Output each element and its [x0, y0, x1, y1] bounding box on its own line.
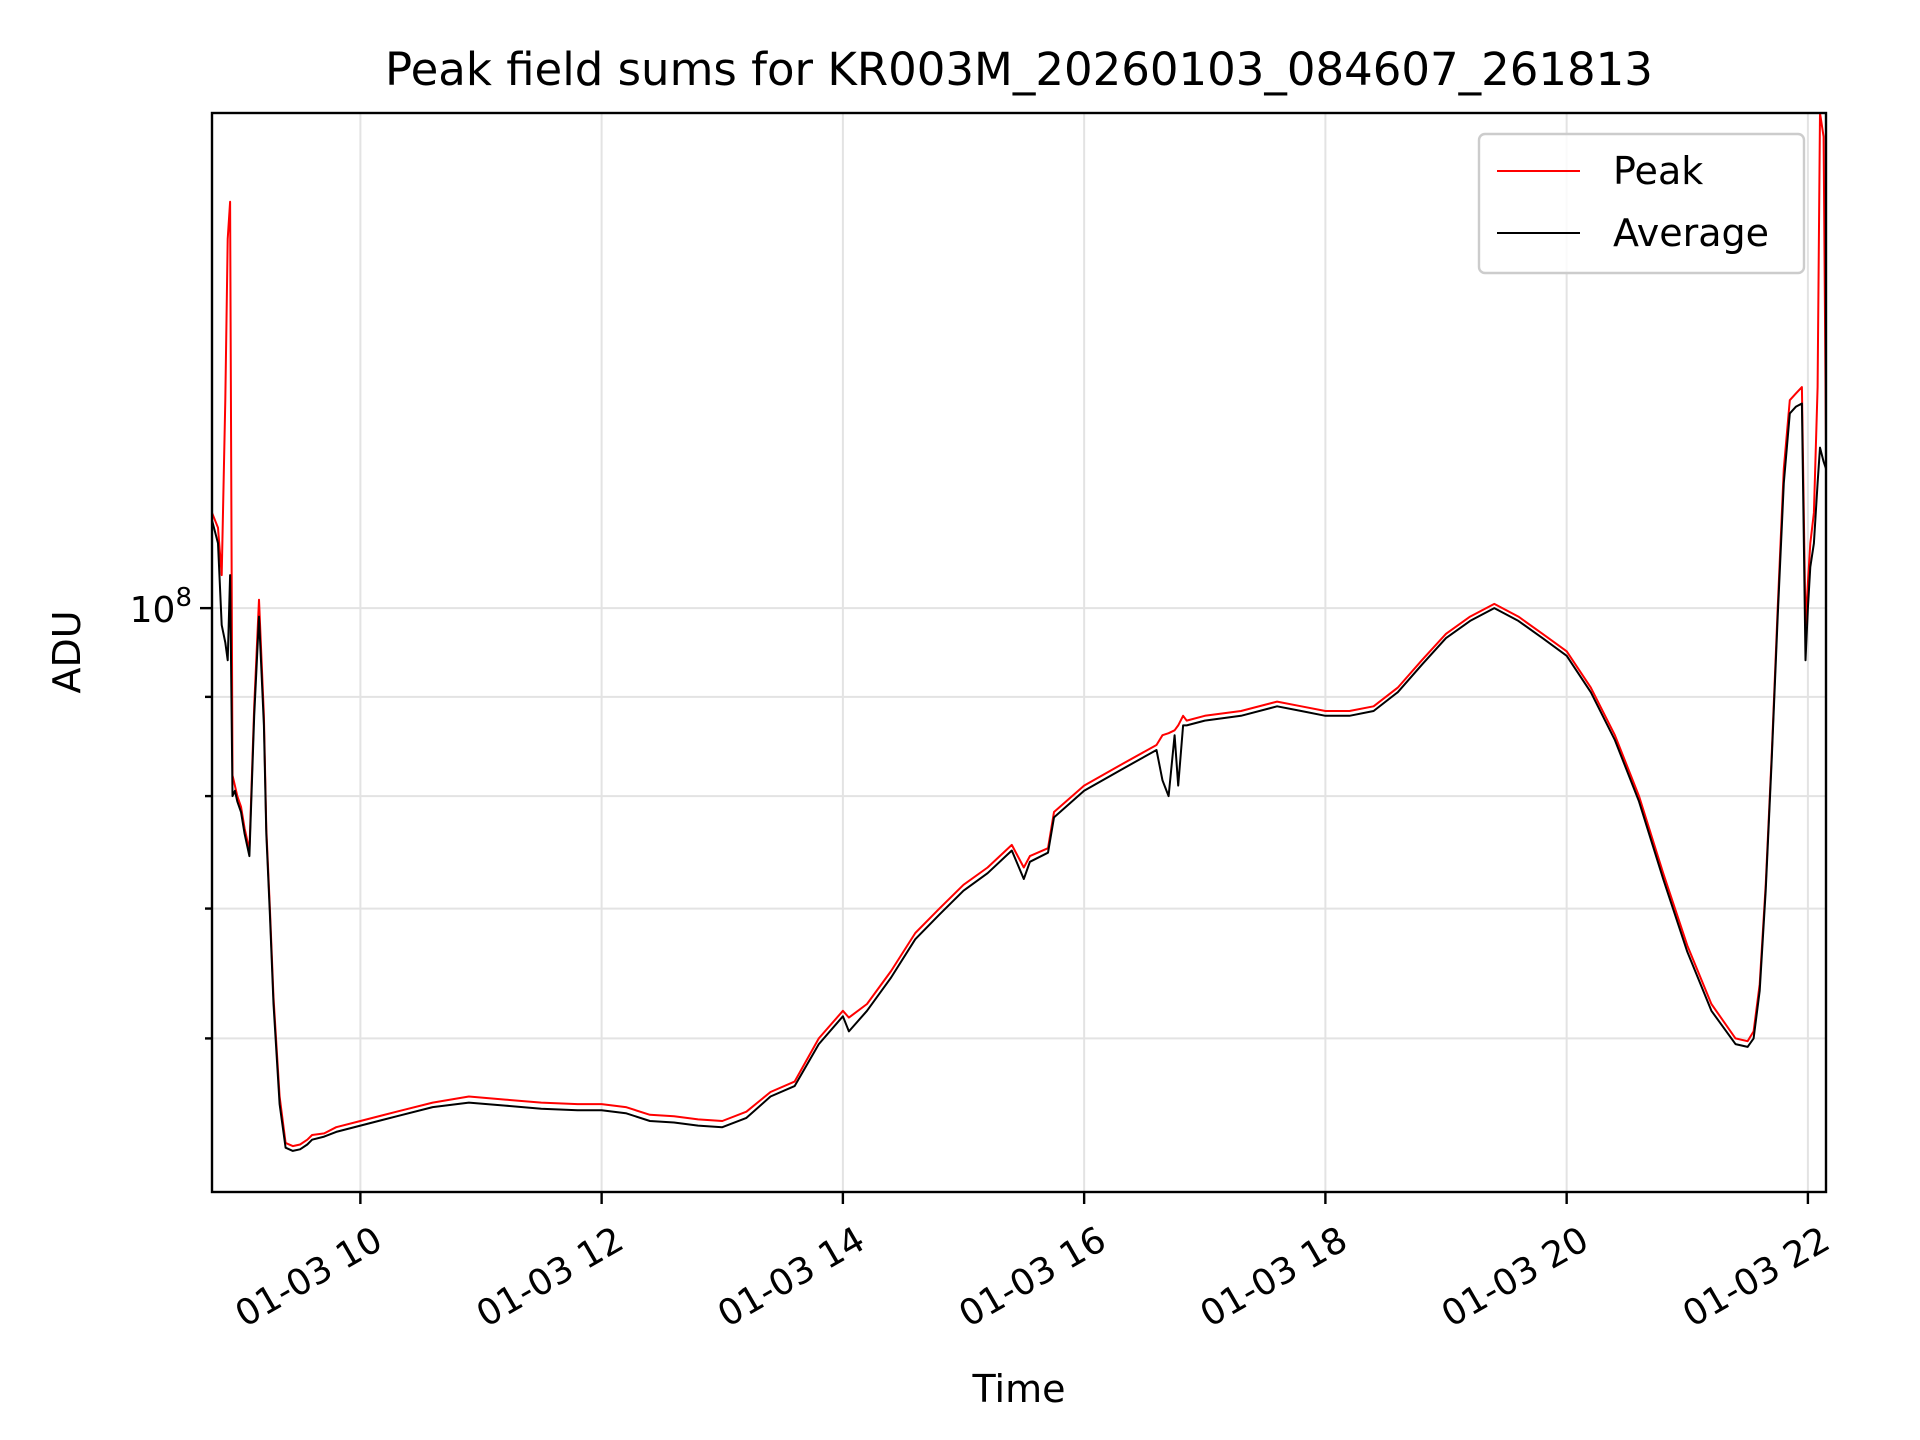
y-tick-label: 108 — [130, 583, 192, 631]
series-line-average — [212, 402, 1826, 1152]
x-tick-label: 01-03 22 — [1676, 1219, 1837, 1335]
series-layer — [212, 113, 1826, 1152]
y-axis-label: ADU — [45, 610, 89, 693]
legend-label-average: Average — [1613, 211, 1769, 255]
chart-title: Peak field sums for KR003M_20260103_0846… — [385, 43, 1653, 96]
x-tick-label: 01-03 10 — [229, 1219, 390, 1335]
x-tick-label: 01-03 20 — [1435, 1219, 1596, 1335]
x-tick-label: 01-03 18 — [1194, 1219, 1355, 1335]
x-tick-label: 01-03 12 — [470, 1219, 631, 1335]
legend-box — [1477, 132, 1806, 275]
plot-area-frame — [210, 111, 1828, 1194]
legend-label-peak: Peak — [1613, 149, 1703, 193]
x-tick-label: 01-03 14 — [711, 1219, 872, 1335]
grid-layer — [212, 113, 1826, 1192]
legend: Peak Average — [1477, 132, 1806, 275]
x-axis-label: Time — [972, 1367, 1066, 1411]
x-tick-label: 01-03 16 — [952, 1219, 1113, 1335]
